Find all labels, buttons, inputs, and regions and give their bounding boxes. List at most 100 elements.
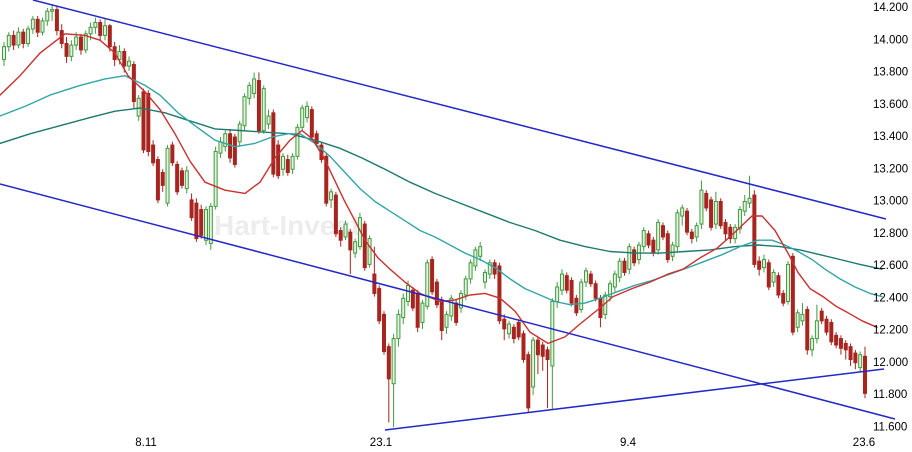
candle [790,253,795,336]
candle [213,146,218,210]
x-axis-label: 23.1 [370,437,392,449]
candle [276,140,281,179]
candle-body-up [641,230,646,248]
candle-body-down [824,318,829,333]
candle [170,141,175,167]
candle [853,349,858,370]
candle [300,104,305,131]
candle [329,188,334,208]
candle-body-down [511,326,516,340]
candle [131,61,136,108]
candle [98,19,103,41]
candle-body-up [713,201,718,225]
candle [593,280,598,302]
candle-body-down [540,344,545,357]
candle-body-down [78,36,83,51]
candle [747,175,752,208]
candle [559,269,564,296]
candle [564,272,569,294]
candle [242,93,247,131]
candle-body-up [305,105,310,119]
y-axis-label: 13.000 [873,196,908,208]
candle-body-down [256,80,261,132]
candle-body-down [574,297,579,314]
candle-body-up [761,259,766,269]
candle-body-up [742,201,747,212]
candle [11,30,16,50]
candle [305,101,310,123]
candle [497,262,502,325]
candle [728,224,733,244]
candle [569,277,574,307]
candle [141,88,146,154]
candle [83,30,88,54]
candle-body-down [285,159,290,173]
candle [786,261,791,305]
candle-body-up [208,205,213,244]
candle [507,320,512,339]
candle-body-down [21,31,26,44]
candle [30,16,35,34]
candle [675,209,680,252]
y-axis-label: 13.800 [873,67,908,79]
candle-body-down [122,51,127,67]
candle [814,304,819,344]
candle [483,269,487,289]
moving-averages-layer [0,33,883,345]
fast-ma-line [0,33,878,345]
candle-body-down [752,194,757,265]
candle [521,330,526,363]
candle-body-up [800,313,805,322]
candle-body-down [271,112,276,175]
candle [280,153,285,176]
candle-body-down [862,355,867,394]
candle-body-up [290,155,295,170]
candle-body-up [266,115,271,125]
candle [204,206,209,246]
upper-channel-line [32,0,887,220]
candle-body-down [324,155,329,204]
candle [632,246,637,266]
candle [415,290,420,333]
candle [781,290,786,307]
candle-body-down [146,92,151,153]
candle [256,72,261,134]
candle-body-up [747,197,752,204]
x-axis-label: 8.11 [135,437,157,449]
candle-body-down [516,321,521,338]
candle [93,17,98,34]
candle-body-up [680,207,685,217]
candle-body-up [858,354,863,369]
candle-body-down [660,225,665,238]
candle [694,222,699,242]
candle-body-up [531,339,536,388]
y-axis-label: 13.200 [873,163,908,175]
candle [208,203,213,250]
candle [771,269,776,287]
candle-body-down [843,342,848,351]
candle-body-up [617,260,622,278]
candle [805,306,810,355]
candle [795,309,800,333]
candle [401,293,406,325]
candle-body-up [88,26,93,35]
candle [709,196,714,231]
y-axis-label: 12.800 [873,228,908,240]
candle-body-down [526,354,531,409]
candle [103,19,108,41]
candle-body-up [458,292,463,309]
candle-body-down [834,334,839,346]
candle-body-up [184,170,189,190]
candle-body-up [261,88,266,132]
candle [21,28,26,49]
candle [430,256,435,296]
candle-body-down [381,313,386,352]
candle [449,295,454,321]
candle [699,180,704,229]
candle-body-down [64,42,69,57]
y-axis-labels: 14.200 14.000 13.800 13.600 13.400 13.200 13.0… [873,2,908,433]
candle-body-up [165,147,170,204]
candle-body-up [699,189,704,225]
candle-body-down [502,318,507,330]
